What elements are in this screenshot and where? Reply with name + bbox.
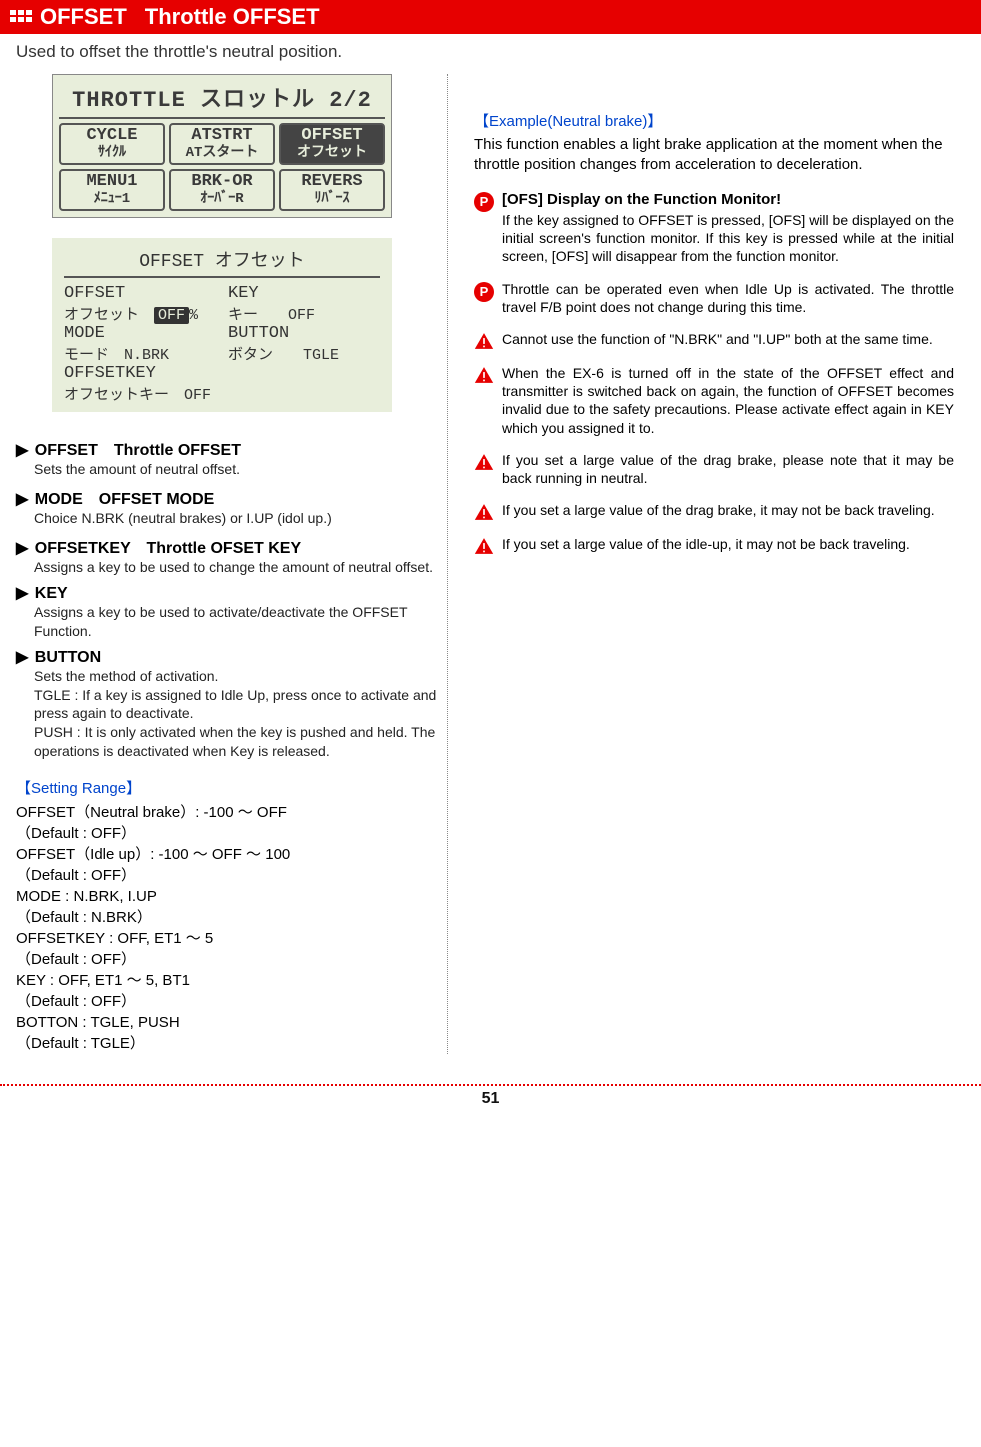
setting-range-line: OFFSET（Neutral brake）: -100 ～ OFF bbox=[16, 802, 437, 823]
definition-desc: Sets the method of activation. bbox=[16, 667, 437, 686]
setting-range-line: （Default : N.BRK） bbox=[16, 907, 437, 928]
warning-icon bbox=[474, 503, 494, 521]
info-block: P Throttle can be operated even when Idle… bbox=[474, 280, 954, 316]
definition-desc: PUSH : It is only activated when the key… bbox=[16, 723, 437, 761]
definition-desc: Assigns a key to be used to activate/dea… bbox=[16, 603, 437, 641]
info-block: If you set a large value of the drag bra… bbox=[474, 451, 954, 487]
definition-head: ▶ OFFSET Throttle OFFSET bbox=[16, 436, 437, 460]
info-text: Throttle can be operated even when Idle … bbox=[502, 280, 954, 316]
setting-range-line: OFFSET（Idle up）: -100 ～ OFF ～ 100 bbox=[16, 844, 437, 865]
definition-head: ▶ BUTTON bbox=[16, 647, 437, 667]
definition-item: ▶ OFFSET Throttle OFFSETSets the amount … bbox=[16, 436, 437, 479]
section-title-bar: OFFSET Throttle OFFSET bbox=[0, 0, 981, 34]
warning-icon bbox=[474, 366, 494, 384]
setting-range-header: 【Setting Range】 bbox=[16, 777, 437, 798]
info-text: [OFS] Display on the Function Monitor!If… bbox=[502, 190, 954, 266]
lcd-menu-screenshot: THROTTLE スロットル 2/2 CYCLEｻｲｸﾙATSTRTATスタート… bbox=[52, 74, 392, 218]
warning-icon bbox=[474, 537, 494, 555]
setting-range-line: （Default : TGLE） bbox=[16, 1033, 437, 1054]
setting-range-line: （Default : OFF） bbox=[16, 949, 437, 970]
info-block: If you set a large value of the drag bra… bbox=[474, 501, 954, 521]
lcd-offset-screenshot: OFFSET オフセット OFFSETオフセット OFF%KEYキー OFFMO… bbox=[52, 238, 392, 412]
lcd-menu-cell: REVERSﾘﾊﾞｰｽ bbox=[279, 169, 385, 211]
info-block: Cannot use the function of "N.BRK" and "… bbox=[474, 330, 954, 350]
lcd-menu-cell: BRK-ORｵｰﾊﾞｰR bbox=[169, 169, 275, 211]
definition-head: ▶ KEY bbox=[16, 583, 437, 603]
lcd-menu-cell: MENU1ﾒﾆｭｰ1 bbox=[59, 169, 165, 211]
definition-item: ▶ KEYAssigns a key to be used to activat… bbox=[16, 583, 437, 641]
setting-range-body: OFFSET（Neutral brake）: -100 ～ OFF（Defaul… bbox=[16, 802, 437, 1054]
lcd-menu-cell: OFFSETオフセット bbox=[279, 123, 385, 165]
section-title-main: OFFSET bbox=[40, 4, 127, 30]
menu-grid-icon bbox=[10, 8, 32, 26]
setting-range-line: （Default : OFF） bbox=[16, 823, 437, 844]
info-block: If you set a large value of the idle-up,… bbox=[474, 535, 954, 555]
info-text: If you set a large value of the drag bra… bbox=[502, 451, 954, 487]
definition-desc: Assigns a key to be used to change the a… bbox=[16, 558, 437, 577]
warning-icon bbox=[474, 453, 494, 471]
lcd-offset-row: OFFSETオフセット OFF%KEYキー OFF bbox=[64, 284, 380, 324]
point-icon: P bbox=[474, 192, 494, 212]
page-number: 51 bbox=[482, 1090, 500, 1107]
setting-range-line: OFFSETKEY : OFF, ET1 ～ 5 bbox=[16, 928, 437, 949]
section-title-sub: Throttle OFFSET bbox=[145, 4, 320, 30]
info-block: When the EX-6 is turned off in the state… bbox=[474, 364, 954, 437]
point-icon: P bbox=[474, 282, 494, 302]
info-block: P [OFS] Display on the Function Monitor!I… bbox=[474, 190, 954, 266]
definition-desc: Sets the amount of neutral offset. bbox=[16, 460, 437, 479]
example-body: This function enables a light brake appl… bbox=[474, 135, 954, 176]
lcd-offset-row: OFFSETKEYオフセットキー OFF bbox=[64, 364, 380, 404]
setting-range-line: KEY : OFF, ET1 ～ 5, BT1 bbox=[16, 970, 437, 991]
lcd-offset-row: MODEモード N.BRKBUTTONボタン TGLE bbox=[64, 324, 380, 364]
lcd-menu-cell: CYCLEｻｲｸﾙ bbox=[59, 123, 165, 165]
definition-item: ▶ OFFSETKEY Throttle OFSET KEYAssigns a … bbox=[16, 534, 437, 577]
setting-range-line: （Default : OFF） bbox=[16, 865, 437, 886]
definition-head: ▶ OFFSETKEY Throttle OFSET KEY bbox=[16, 534, 437, 558]
info-text: If you set a large value of the idle-up,… bbox=[502, 535, 954, 553]
definition-desc: TGLE : If a key is assigned to Idle Up, … bbox=[16, 686, 437, 724]
lcd-offset-header: OFFSET オフセット bbox=[64, 246, 380, 278]
lcd-menu-cell: ATSTRTATスタート bbox=[169, 123, 275, 165]
definition-item: ▶ MODE OFFSET MODEChoice N.BRK (neutral … bbox=[16, 485, 437, 528]
setting-range-line: （Default : OFF） bbox=[16, 991, 437, 1012]
info-text: Cannot use the function of "N.BRK" and "… bbox=[502, 330, 954, 348]
definition-desc: Choice N.BRK (neutral brakes) or I.UP (i… bbox=[16, 509, 437, 528]
page-footer: 51 bbox=[0, 1084, 981, 1108]
definition-head: ▶ MODE OFFSET MODE bbox=[16, 485, 437, 509]
setting-range-line: MODE : N.BRK, I.UP bbox=[16, 886, 437, 907]
warning-icon bbox=[474, 332, 494, 350]
lcd-menu-title: THROTTLE スロットル 2/2 bbox=[59, 81, 385, 119]
example-header: 【Example(Neutral brake)】 bbox=[474, 110, 954, 131]
info-text: When the EX-6 is turned off in the state… bbox=[502, 364, 954, 437]
setting-range-line: BOTTON : TGLE, PUSH bbox=[16, 1012, 437, 1033]
info-text: If you set a large value of the drag bra… bbox=[502, 501, 954, 519]
definition-item: ▶ BUTTONSets the method of activation.TG… bbox=[16, 647, 437, 761]
section-subtitle: Used to offset the throttle's neutral po… bbox=[0, 34, 981, 74]
